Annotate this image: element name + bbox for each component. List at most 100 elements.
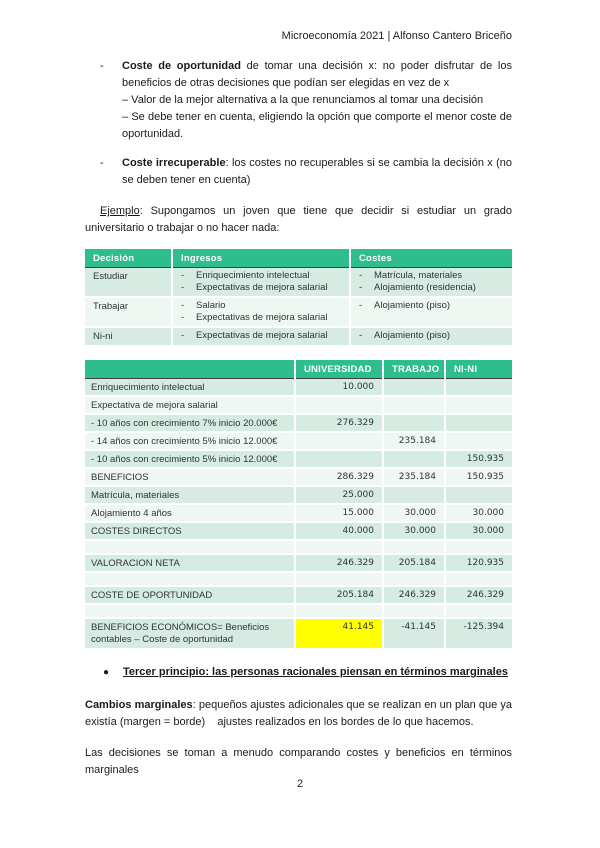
- nini-value: 150.935: [444, 450, 512, 469]
- row-label: [85, 604, 295, 619]
- row-label: - 10 años con crecimiento 7% inicio 20.0…: [85, 414, 295, 433]
- row-label: COSTE DE OPORTUNIDAD: [85, 586, 295, 605]
- trabajo-value: 30.000: [382, 522, 445, 541]
- nini-value: [444, 486, 512, 505]
- costes-cell: - Matrícula, materiales - Alojamiento (resi…: [349, 267, 512, 298]
- bullet-text: Coste irrecuperable: los costes no recup…: [122, 155, 512, 189]
- universidad-value: 286.329: [294, 468, 383, 487]
- subline: – Valor de la mejor alternativa a la que…: [122, 94, 484, 106]
- universidad-value: 10.000: [294, 378, 383, 397]
- list-item: - Matrícula, materiales: [359, 270, 463, 281]
- row-label: - 14 años con crecimiento 5% inicio 12.0…: [85, 432, 295, 451]
- table-row: Expectativa de mejora salarial: [85, 396, 512, 415]
- ingresos-cell: - Expectativas de mejora salarial: [171, 327, 350, 347]
- cambios-marginales-paragraph: Cambios marginales: pequeños ajustes adi…: [85, 697, 512, 731]
- universidad-value: [294, 604, 383, 619]
- column-header-trabajo: TRABAJO: [382, 360, 445, 379]
- list-item: - Salario: [181, 300, 226, 311]
- trabajo-value: [382, 604, 445, 619]
- trabajo-value: -41.145: [382, 618, 445, 650]
- bullet-tercer-principio: ● Tercer principio: las personas raciona…: [85, 664, 512, 681]
- table-row: - 10 años con crecimiento 5% inicio 12.0…: [85, 450, 512, 469]
- nini-value: 150.935: [444, 468, 512, 487]
- costes-cell: - Alojamiento (piso): [349, 327, 512, 347]
- costes-cell: - Alojamiento (piso): [349, 297, 512, 328]
- trabajo-value: [382, 396, 445, 415]
- list-item: - Expectativas de mejora salarial: [181, 312, 328, 323]
- closing-paragraph: Las decisiones se toman a menudo compara…: [85, 747, 512, 776]
- list-item: - Expectativas de mejora salarial: [181, 330, 328, 341]
- list-item: - Alojamiento (residencia): [359, 282, 476, 293]
- universidad-value: 276.329: [294, 414, 383, 433]
- nini-value: 30.000: [444, 522, 512, 541]
- decision-cell: Trabajar: [85, 297, 172, 328]
- trabajo-value: [382, 486, 445, 505]
- comparison-table-header-row: UNIVERSIDAD TRABAJO NI-NI: [85, 360, 512, 379]
- table-row: COSTES DIRECTOS 40.000 30.000 30.000: [85, 522, 512, 541]
- list-item: - Expectativas de mejora salarial: [181, 282, 328, 293]
- table-row: COSTE DE OPORTUNIDAD 205.184 246.329 246.32…: [85, 586, 512, 605]
- term-coste-irrecuperable: Coste irrecuperable: [122, 157, 226, 169]
- subline: – Se debe tener en cuenta, eligiendo la …: [122, 111, 512, 140]
- trabajo-value: [382, 414, 445, 433]
- column-header-costes: Costes: [349, 249, 512, 268]
- universidad-value: 205.184: [294, 586, 383, 605]
- row-label: Enriquecimiento intelectual: [85, 378, 295, 397]
- bullet-coste-oportunidad: - Coste de oportunidad de tomar una deci…: [85, 58, 512, 143]
- nini-value: 246.329: [444, 586, 512, 605]
- table-row: Matrícula, materiales 25.000: [85, 486, 512, 505]
- table-row: Estudiar - Enriquecimiento intelectual - Exp…: [85, 267, 512, 298]
- bullet-text: Coste de oportunidad de tomar una decisi…: [122, 58, 512, 143]
- trabajo-value: [382, 572, 445, 587]
- bullet-dash-marker: -: [100, 60, 104, 72]
- table-row: Ni-ni - Expectativas de mejora salarial - Al…: [85, 327, 512, 347]
- universidad-value: [294, 450, 383, 469]
- trabajo-value: [382, 540, 445, 555]
- universidad-value: 41.145: [294, 618, 383, 650]
- bullet-dot-marker: ●: [103, 667, 110, 678]
- universidad-value: 40.000: [294, 522, 383, 541]
- definition-text: : los costes no recuperables si se cambi…: [122, 157, 512, 186]
- table-row: BENEFICIOS ECONÓMICOS= Beneficios contab…: [85, 618, 512, 650]
- row-label: [85, 540, 295, 555]
- column-header-empty: [85, 360, 295, 379]
- nini-value: [444, 378, 512, 397]
- principle-heading: Tercer principio: las personas racionale…: [123, 666, 508, 678]
- nini-value: -125.394: [444, 618, 512, 650]
- list-item: - Enriquecimiento intelectual: [181, 270, 310, 281]
- document-content: - Coste de oportunidad de tomar una deci…: [85, 58, 512, 779]
- nini-value: 120.935: [444, 554, 512, 573]
- column-header-universidad: UNIVERSIDAD: [294, 360, 383, 379]
- nini-value: [444, 572, 512, 587]
- universidad-value: [294, 540, 383, 555]
- row-label: [85, 572, 295, 587]
- bullet-dash-marker: -: [100, 157, 104, 169]
- definition-text: de tomar una decisión x: no poder disfru…: [122, 60, 512, 89]
- column-header-decision: Decisión: [85, 249, 172, 268]
- trabajo-value: [382, 378, 445, 397]
- trabajo-value: [382, 450, 445, 469]
- document-header-title: Microeconomía 2021 | Alfonso Cantero Bri…: [281, 30, 512, 42]
- row-label: Alojamiento 4 años: [85, 504, 295, 523]
- list-item: - Alojamiento (piso): [359, 300, 451, 311]
- decision-cell: Estudiar: [85, 267, 172, 298]
- trabajo-value: 235.184: [382, 432, 445, 451]
- table-row: - 10 años con crecimiento 7% inicio 20.0…: [85, 414, 512, 433]
- nini-value: [444, 396, 512, 415]
- universidad-value: 15.000: [294, 504, 383, 523]
- trabajo-value: 30.000: [382, 504, 445, 523]
- table-row: Alojamiento 4 años 15.000 30.000 30.000: [85, 504, 512, 523]
- example-text: : Supongamos un joven que tiene que deci…: [85, 205, 512, 234]
- universidad-value: 25.000: [294, 486, 383, 505]
- ingresos-cell: - Salario - Expectativas de mejora salarial: [171, 297, 350, 328]
- comparison-table: UNIVERSIDAD TRABAJO NI-NI Enriquecimient…: [85, 360, 512, 650]
- universidad-value: [294, 572, 383, 587]
- table-row: - 14 años con crecimiento 5% inicio 12.0…: [85, 432, 512, 451]
- bullet-coste-irrecuperable: - Coste irrecuperable: los costes no rec…: [85, 155, 512, 189]
- paragraph: Coste de oportunidad de tomar una decisi…: [122, 58, 512, 92]
- decision-cell: Ni-ni: [85, 327, 172, 347]
- universidad-value: [294, 432, 383, 451]
- table-row: VALORACION NETA 246.329 205.184 120.935: [85, 554, 512, 573]
- column-header-ingresos: Ingresos: [171, 249, 350, 268]
